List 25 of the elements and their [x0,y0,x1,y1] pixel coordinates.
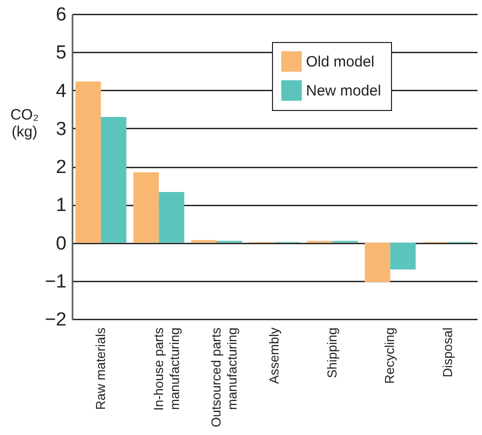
y-tick-label: −1 [44,271,66,292]
x-tick-label: Disposal [440,327,456,378]
y-tick-label: 1 [56,195,66,216]
bar [100,116,126,243]
y-tick-label: −2 [44,310,66,330]
y-axis-title: CO₂ (kg) [10,106,39,140]
y-tick-label: 4 [56,80,67,102]
bar [158,192,184,243]
bar [390,242,416,270]
bar [133,172,159,243]
x-tick-label: Recycling [382,328,398,384]
x-tick-label: Shipping [324,328,340,378]
bar [191,240,217,243]
y-tick-label: 2 [56,157,66,178]
y-tick-label: 0 [56,233,66,254]
bar [75,81,101,243]
y-tick-label: 3 [56,118,66,140]
x-tick-label: Raw materials [92,327,108,410]
y-tick-label: 5 [56,42,66,64]
bar [364,242,390,282]
x-tick-label: In-house parts manufacturing [150,327,182,411]
x-tick-label: Assembly [266,327,282,384]
legend-label: New model [306,82,382,100]
legend-label: Old model [306,54,374,70]
y-tick-label: 6 [56,4,66,26]
